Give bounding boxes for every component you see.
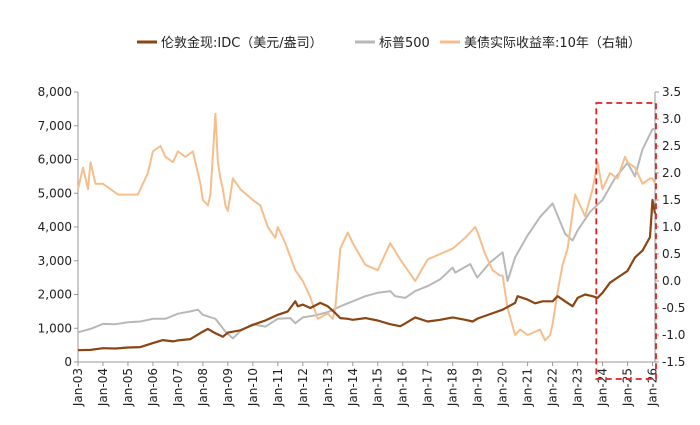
left-tick-label: 2,000	[38, 288, 72, 302]
x-tick-label: Jan-24	[596, 368, 610, 407]
x-tick-label: Jan-25	[621, 368, 635, 407]
x-tick-label: Jan-10	[246, 368, 260, 407]
right-tick-label: -1.5	[662, 355, 685, 369]
x-tick-label: Jan-11	[271, 368, 285, 407]
x-tick-label: Jan-22	[546, 368, 560, 407]
x-tick-label: Jan-15	[371, 368, 385, 407]
right-tick-label: 2.5	[662, 139, 681, 153]
left-tick-label: 1,000	[38, 321, 72, 335]
right-tick-label: 3.0	[662, 112, 681, 126]
left-tick-label: 3,000	[38, 254, 72, 268]
legend-label-0: 伦敦金现:IDC（美元/盎司）	[161, 35, 323, 51]
x-tick-label: Jan-07	[171, 368, 185, 407]
series-line-2	[77, 112, 656, 342]
x-tick-label: Jan-12	[296, 368, 310, 407]
left-tick-label: 7,000	[38, 119, 72, 133]
x-tick-label: Jan-16	[396, 368, 410, 407]
x-tick-label: Jan-09	[221, 368, 235, 407]
right-tick-label: -0.5	[662, 301, 685, 315]
series-line-0	[77, 198, 657, 352]
left-tick-label: 4,000	[38, 220, 72, 234]
series-layer	[77, 112, 657, 352]
overlay	[595, 102, 657, 380]
x-tick-label: Jan-26	[646, 368, 660, 407]
x-tick-label: Jan-04	[96, 368, 110, 407]
x-tick-label: Jan-05	[121, 368, 135, 407]
right-tick-label: 1.0	[662, 220, 681, 234]
right-tick-label: 1.5	[662, 193, 681, 207]
x-tick-label: Jan-17	[421, 368, 435, 407]
x-tick-label: Jan-03	[71, 368, 85, 407]
right-tick-label: 0.5	[662, 247, 681, 261]
x-tick-label: Jan-14	[346, 368, 360, 407]
left-tick-label: 0	[64, 355, 72, 369]
x-tick-label: Jan-18	[446, 368, 460, 407]
right-tick-label: 3.5	[662, 85, 681, 99]
highlight-box	[595, 102, 657, 380]
x-tick-label: Jan-21	[521, 368, 535, 407]
right-tick-label: 2.0	[662, 166, 681, 180]
left-tick-label: 8,000	[38, 85, 72, 99]
series-line-1	[77, 128, 655, 340]
left-tick-label: 6,000	[38, 153, 72, 167]
x-tick-label: Jan-13	[321, 368, 335, 407]
x-tick-label: Jan-06	[146, 368, 160, 407]
legend: 伦敦金现:IDC（美元/盎司） 标普500 美债实际收益率:10年（右轴）	[137, 35, 641, 51]
x-tick-label: Jan-08	[196, 368, 210, 407]
axes: 0 1,000 2,000 3,000 4,000 5,000 6,000 7,000 8,00…	[38, 85, 686, 407]
right-tick-label: -1.0	[662, 328, 685, 342]
left-tick-label: 5,000	[38, 186, 72, 200]
x-tick-label: Jan-20	[496, 368, 510, 407]
legend-label-1: 标普500	[379, 36, 430, 51]
legend-label-2: 美债实际收益率:10年（右轴）	[464, 35, 641, 51]
right-tick-label: 0.0	[662, 274, 681, 288]
x-tick-label: Jan-23	[571, 368, 585, 407]
x-tick-label: Jan-19	[471, 368, 485, 407]
